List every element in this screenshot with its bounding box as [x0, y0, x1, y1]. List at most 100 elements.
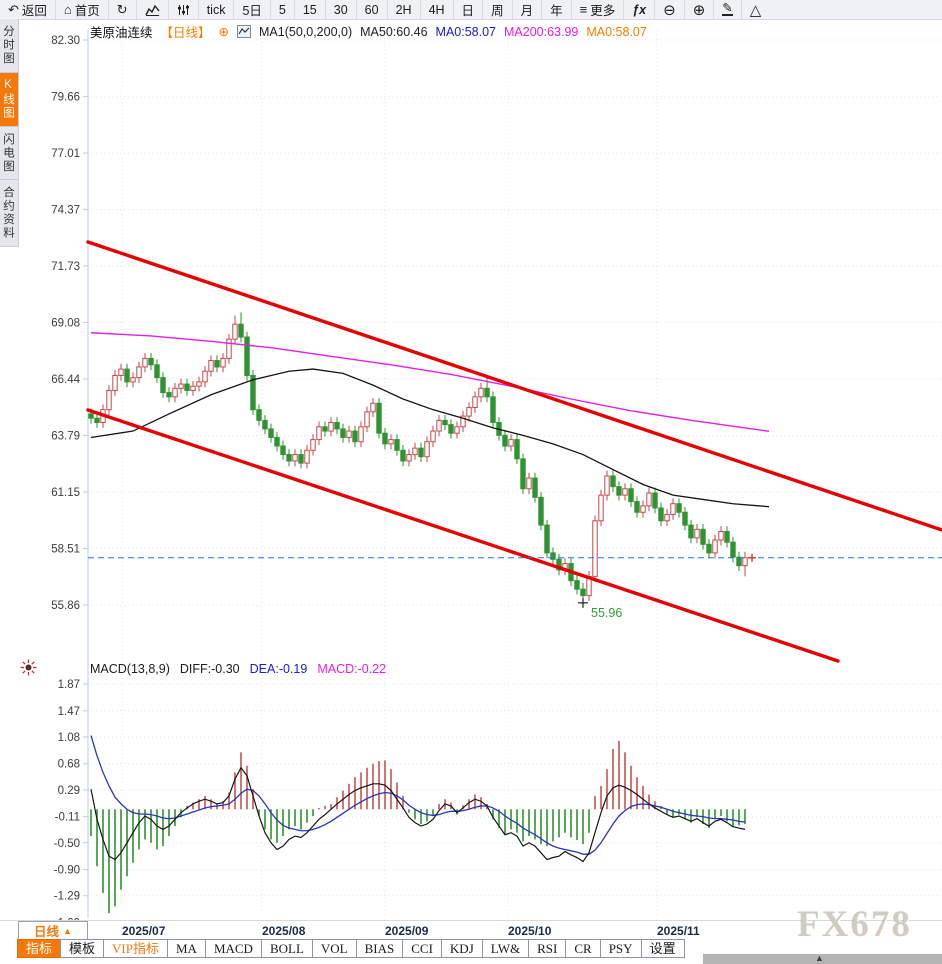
fx678-watermark: FX678 [797, 904, 912, 945]
draw-button[interactable]: ✎ [714, 0, 742, 19]
up-arrow-icon: ▲ [63, 925, 72, 936]
candles-layer [88, 312, 748, 603]
xaxis-label: 2025/07 [122, 924, 166, 938]
svg-text:58.51: 58.51 [51, 543, 80, 555]
axis-layer: 82.30 79.66 77.01 74.37 71.73 69.08 66.44 63.79… [51, 30, 89, 930]
tab-kdj[interactable]: KDJ [440, 939, 483, 958]
svg-text:-0.50: -0.50 [54, 838, 80, 850]
tab-cr[interactable]: CR [565, 939, 601, 958]
tab-indicator[interactable]: 指标 [17, 939, 62, 958]
period-selector-badge[interactable]: 日线 ▲ [18, 921, 88, 940]
svg-text:82.30: 82.30 [51, 35, 80, 47]
period-week-button[interactable]: 周 [483, 0, 513, 19]
svg-text:-1.29: -1.29 [54, 891, 80, 903]
chart-legend: 美原油连续 【日线】 ⊕ MA1(50,0,200,0) MA50:60.46 … [90, 22, 647, 41]
period-30min-button[interactable]: 30 [326, 0, 357, 19]
macd-legend: MACD(13,8,9) DIFF:-0.30 DEA:-0.19 MACD:-… [90, 662, 386, 676]
period-4h-button[interactable]: 4H [421, 0, 454, 19]
tab-boll[interactable]: BOLL [260, 939, 313, 958]
tab-psy[interactable]: PSY [599, 939, 642, 958]
ma-layer [90, 332, 770, 508]
home-button[interactable]: ⌂ 首页 [56, 0, 109, 19]
ma0-orange-value: MA0:58.07 [586, 24, 647, 39]
sidebar-item-time-chart[interactable]: 分时图 [0, 19, 19, 73]
top-toolbar: ↶ 返回 ⌂ 首页 ↻ tick 5日 5 15 30 60 2H 4H 日 周 月… [0, 0, 942, 20]
svg-text:0.68: 0.68 [58, 759, 80, 771]
tab-cci[interactable]: CCI [402, 939, 442, 958]
svg-text:69.08: 69.08 [51, 318, 80, 330]
svg-text:55.86: 55.86 [51, 600, 80, 612]
period-2h-button[interactable]: 2H [388, 0, 421, 19]
svg-text:-0.11: -0.11 [55, 812, 80, 824]
indicator-settings-sun-icon[interactable] [20, 659, 37, 679]
sidebar-item-lightning-chart[interactable]: 闪电图 [0, 126, 19, 180]
svg-text:63.79: 63.79 [51, 431, 80, 443]
svg-text:61.15: 61.15 [51, 487, 80, 499]
tab-bias[interactable]: BIAS [355, 939, 404, 958]
tab-lwr[interactable]: LW& [481, 939, 530, 958]
mini-chart-icon [237, 25, 252, 38]
macd-layer [90, 735, 746, 914]
symbol-name: 美原油连续 [90, 26, 153, 40]
back-icon: ↶ [8, 2, 19, 17]
zoom-out-button[interactable]: ⊖ [655, 0, 685, 19]
period-label: 【日线】 [160, 26, 211, 40]
svg-text:1.87: 1.87 [58, 679, 80, 691]
pencil-icon: ✎ [722, 1, 733, 16]
svg-text:74.37: 74.37 [51, 204, 80, 216]
period-year-button[interactable]: 年 [542, 0, 572, 19]
tab-template[interactable]: 模板 [60, 939, 105, 958]
shape-button[interactable]: △ [742, 0, 770, 19]
period-5min-button[interactable]: 5 [271, 0, 295, 19]
svg-text:-0.90: -0.90 [54, 865, 80, 877]
macd-dea-value: DEA:-0.19 [249, 662, 308, 676]
horizontal-scrollbar[interactable]: ▲ [703, 953, 942, 964]
period-day-button[interactable]: 日 [454, 0, 484, 19]
macd-value: MACD:-0.22 [317, 662, 387, 676]
tab-vol[interactable]: VOL [311, 939, 357, 958]
svg-text:66.44: 66.44 [51, 374, 80, 386]
sidebar-item-kline-chart[interactable]: K线图 [0, 72, 19, 127]
sliders-icon [177, 4, 189, 15]
indicator-toolbar: 指标 模板 VIP指标 MA MACD BOLL VOL BIAS CCI KD… [17, 939, 685, 958]
bar-chart-icon [145, 4, 160, 16]
svg-text:79.66: 79.66 [51, 91, 80, 103]
period-month-button[interactable]: 月 [513, 0, 543, 19]
indicator-settings-button[interactable] [169, 0, 199, 19]
svg-text:1.47: 1.47 [58, 706, 80, 718]
tab-vip-indicator[interactable]: VIP指标 [103, 939, 168, 958]
tab-settings[interactable]: 设置 [640, 939, 685, 958]
left-sidebar: 分时图 K线图 闪电图 合约资料 [0, 19, 19, 247]
scrollbar-up-arrow-icon: ▲ [815, 953, 824, 963]
refresh-icon: ↻ [116, 2, 128, 17]
macd-diff-value: DIFF:-0.30 [179, 662, 240, 676]
back-button[interactable]: ↶ 返回 [0, 0, 56, 19]
svg-text:0.29: 0.29 [58, 785, 80, 797]
zoom-in-button[interactable]: ⊕ [685, 0, 715, 19]
chart-type-button[interactable] [137, 0, 169, 19]
xaxis-label: 2025/11 [657, 924, 700, 938]
svg-text:71.73: 71.73 [51, 261, 80, 273]
ma0-blue-value: MA0:58.07 [435, 24, 497, 39]
xaxis-band: 2025/07 2025/08 2025/09 2025/10 2025/11 [0, 920, 942, 940]
period-5day-button[interactable]: 5日 [234, 0, 271, 19]
period-tick-button[interactable]: tick [199, 0, 235, 19]
svg-text:77.01: 77.01 [51, 148, 80, 160]
formula-button[interactable]: ƒx [624, 0, 656, 19]
trendline-layer [86, 240, 942, 663]
ma200-value: MA200:63.99 [504, 24, 579, 39]
refresh-button[interactable]: ↻ [109, 0, 137, 19]
period-15min-button[interactable]: 15 [295, 0, 326, 19]
period-60min-button[interactable]: 60 [357, 0, 388, 19]
add-indicator-icon[interactable]: ⊕ [218, 25, 230, 39]
xaxis-label: 2025/08 [262, 924, 306, 938]
zoom-in-icon: ⊕ [692, 1, 706, 19]
ma50-value: MA50:60.46 [360, 24, 428, 39]
sidebar-item-contract-info[interactable]: 合约资料 [0, 180, 19, 247]
tab-rsi[interactable]: RSI [528, 939, 567, 958]
tab-macd[interactable]: MACD [204, 939, 262, 958]
tab-ma[interactable]: MA [166, 939, 206, 958]
more-button[interactable]: ≡ 更多 [572, 0, 625, 19]
